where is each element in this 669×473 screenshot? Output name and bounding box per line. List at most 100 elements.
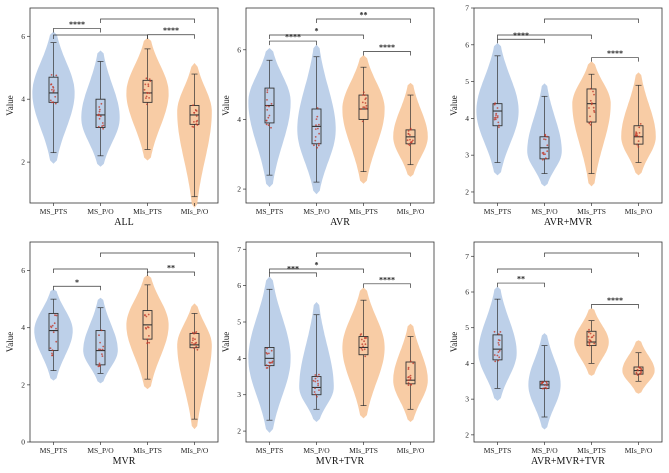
data-point (636, 144, 638, 146)
data-point (191, 342, 193, 344)
data-point (497, 355, 499, 357)
data-point (52, 325, 54, 327)
significance-bracket (54, 28, 101, 32)
significance-bracket (270, 41, 317, 45)
data-point (316, 396, 318, 398)
y-axis-label: Value (449, 95, 459, 116)
data-point (51, 74, 53, 76)
data-point (364, 348, 366, 350)
data-point (192, 126, 194, 128)
data-point (593, 107, 595, 109)
data-point (408, 368, 410, 370)
data-point (54, 314, 56, 316)
data-point (98, 334, 100, 336)
data-point (362, 94, 364, 96)
data-point (638, 127, 640, 129)
data-point (315, 124, 317, 126)
data-point (361, 339, 363, 341)
y-tick-label: 4 (21, 323, 25, 332)
x-tick-label: MS_P/O (303, 207, 330, 216)
data-point (146, 339, 148, 341)
significance-bracket (54, 269, 148, 273)
significance-label: **** (163, 26, 179, 35)
data-point (317, 380, 319, 382)
data-point (639, 373, 641, 375)
y-axis-label: Value (5, 332, 15, 353)
data-point (546, 150, 548, 152)
significance-label: **** (69, 20, 85, 29)
data-point (102, 349, 104, 351)
data-point (313, 144, 315, 146)
data-point (412, 362, 414, 364)
data-point (99, 365, 101, 367)
data-point (269, 115, 271, 117)
data-point (494, 104, 496, 106)
significance-bracket (101, 19, 195, 23)
chart-panel-5: 234567ValueMVR+TVRMS_PTS MS_P/O MIs_PTS MIs… (221, 242, 434, 467)
data-point (50, 347, 52, 349)
data-point (51, 327, 53, 329)
data-point (543, 388, 545, 390)
data-point (588, 332, 590, 334)
data-point (590, 121, 592, 123)
significance-label: * (75, 278, 79, 287)
data-point (149, 92, 151, 94)
y-tick-label: 6 (21, 32, 25, 41)
x-tick-label: MIs_PTS (349, 446, 378, 455)
data-point (410, 375, 412, 377)
x-tick-label: MIs_PTS (133, 207, 162, 216)
data-point (408, 133, 410, 135)
data-point (318, 145, 320, 147)
data-point (318, 143, 320, 145)
data-point (145, 328, 147, 330)
x-tick-label: MS_PTS (256, 446, 284, 455)
panel-title: MVR (113, 456, 136, 467)
data-point (498, 333, 500, 335)
data-point (193, 347, 195, 349)
significance-bracket (101, 253, 195, 257)
data-point (407, 377, 409, 379)
data-point (99, 109, 101, 111)
data-point (362, 346, 364, 348)
data-point (102, 128, 104, 130)
x-tick-label: MIs_PTS (133, 446, 162, 455)
data-point (102, 122, 104, 124)
data-point (266, 367, 268, 369)
y-tick-label: 2 (21, 158, 25, 167)
data-point (635, 135, 637, 137)
data-point (53, 91, 55, 93)
data-point (271, 350, 273, 352)
data-point (589, 116, 591, 118)
y-tick-label: 3 (465, 151, 469, 160)
data-point (195, 332, 197, 334)
data-point (363, 340, 365, 342)
data-point (409, 139, 411, 141)
data-point (317, 385, 319, 387)
data-point (268, 124, 270, 126)
data-point (269, 365, 271, 367)
data-point (361, 348, 363, 350)
data-point (408, 144, 410, 146)
data-point (498, 356, 500, 358)
data-point (500, 331, 502, 333)
data-point (409, 134, 411, 136)
data-point (268, 106, 270, 108)
data-point (498, 344, 500, 346)
data-point (590, 340, 592, 342)
data-point (639, 132, 641, 134)
data-point (55, 341, 57, 343)
y-axis-label: Value (5, 95, 15, 116)
data-point (267, 89, 269, 91)
data-point (52, 349, 54, 351)
data-point (313, 380, 315, 382)
data-point (316, 116, 318, 118)
data-point (546, 385, 548, 387)
data-point (498, 339, 500, 341)
data-point (410, 360, 412, 362)
x-tick-label: MIs_P/O (625, 207, 653, 216)
data-point (365, 343, 367, 345)
significance-label: **** (607, 49, 623, 58)
significance-bracket (317, 19, 411, 23)
data-point (51, 83, 53, 85)
data-point (315, 394, 317, 396)
